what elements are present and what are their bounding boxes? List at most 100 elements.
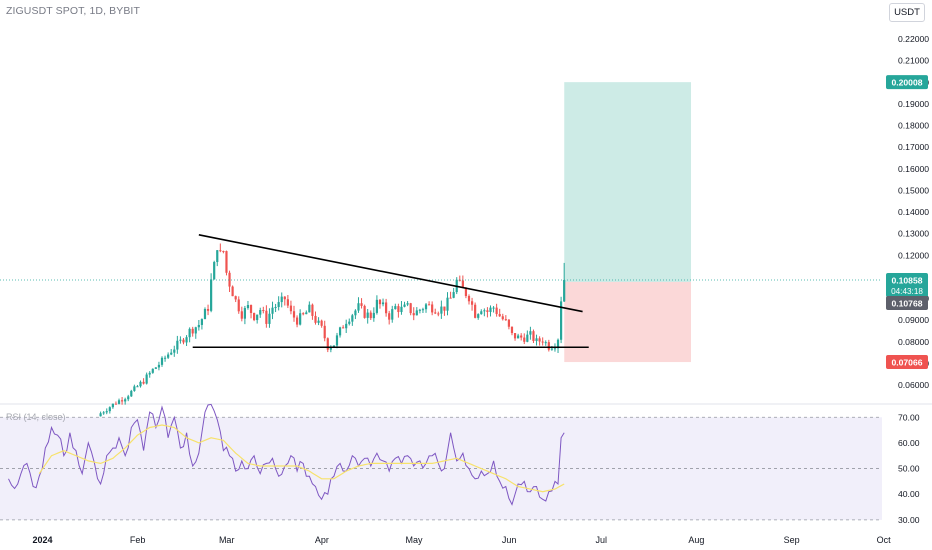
candle-body: [200, 319, 204, 325]
candle-body: [231, 286, 234, 297]
candle-body: [513, 333, 517, 339]
candle-body: [182, 339, 185, 343]
candle-body: [243, 308, 246, 319]
candle-body: [504, 319, 507, 321]
stop-price-tag: 0.07066: [891, 358, 922, 368]
candle-body: [111, 403, 114, 408]
currency-button[interactable]: USDT: [889, 3, 925, 22]
candle-body: [124, 399, 127, 402]
rsi-tick-label: 40.00: [898, 489, 920, 499]
candle-body: [535, 338, 538, 341]
candle-body: [157, 364, 161, 368]
candle-body: [446, 297, 449, 311]
target-price-tag: 0.20008: [891, 78, 922, 88]
candle-body: [544, 342, 547, 344]
candle-body: [385, 302, 388, 314]
candle-body: [480, 311, 483, 315]
candle-body: [170, 352, 173, 355]
candle-body: [483, 310, 486, 312]
time-tick-label: May: [405, 535, 423, 545]
candle-body: [102, 412, 105, 414]
candlestick-series: [0, 243, 882, 417]
price-tick-label: 0.14000: [898, 207, 929, 217]
candle-body: [173, 349, 176, 353]
candle-body: [474, 304, 477, 318]
last-price-tag: 0.10858: [891, 276, 922, 286]
candle-body: [467, 296, 471, 302]
candle-body: [449, 297, 452, 299]
candle-body: [372, 312, 375, 319]
candle-body: [381, 302, 385, 305]
candle-body: [541, 341, 544, 343]
candle-body: [308, 304, 311, 313]
candle-body: [434, 312, 437, 314]
candle-body: [151, 368, 154, 373]
candle-body: [400, 306, 403, 313]
time-axis: 2024 Feb Mar Apr May Jun Jul Aug Sep Oct: [32, 535, 891, 545]
candle-body: [253, 312, 256, 321]
candle-body: [136, 386, 139, 388]
candle-body: [133, 386, 136, 391]
candle-body: [302, 313, 305, 315]
candle-body: [452, 292, 455, 298]
candle-body: [351, 315, 354, 322]
symbol-title: ZIGUSDT SPOT, 1D, BYBIT: [6, 5, 140, 17]
candle-body: [520, 335, 523, 338]
candle-body: [163, 357, 167, 359]
candle-body: [216, 250, 219, 263]
candle-body: [553, 348, 557, 350]
candle-body: [394, 306, 397, 310]
candle-body: [219, 250, 222, 252]
price-tick-label: 0.17000: [898, 142, 929, 152]
candle-body: [271, 307, 274, 314]
candle-body: [477, 314, 480, 318]
last-price-tag-bg: [886, 273, 928, 298]
candle-body: [388, 313, 391, 320]
candle-body: [437, 313, 440, 315]
candle-body: [256, 314, 259, 321]
entry-price-tag: 0.10768: [891, 298, 922, 308]
candle-body: [237, 299, 240, 312]
candle-body: [532, 331, 535, 341]
candle-body: [470, 301, 474, 305]
price-tick-label: 0.15000: [898, 185, 929, 195]
position-zones: [564, 82, 692, 363]
candle-body: [523, 337, 526, 342]
candle-body: [246, 304, 250, 309]
candle-body: [556, 339, 560, 349]
rsi-ma-line: [38, 424, 565, 493]
time-tick-label: Jul: [595, 535, 607, 545]
candle-body: [517, 335, 520, 339]
candle-body: [105, 411, 108, 413]
candle-body: [560, 301, 563, 340]
candle-body: [127, 396, 130, 400]
drawn-lines: [192, 234, 589, 349]
candle-body: [406, 303, 409, 305]
time-tick-label: Oct: [877, 535, 892, 545]
target-zone: [564, 82, 692, 282]
candle-body: [145, 374, 148, 384]
candle-body: [354, 310, 357, 316]
candle-body: [188, 328, 191, 338]
candle-body: [369, 312, 372, 319]
candle-body: [283, 296, 286, 300]
rsi-series: [8, 403, 565, 506]
price-tick-label: 0.12000: [898, 250, 929, 260]
candle-body: [191, 328, 194, 334]
price-tick-label: 0.06000: [898, 380, 929, 390]
candle-body: [498, 314, 501, 317]
candle-body: [206, 309, 210, 311]
candle-body: [299, 313, 302, 325]
time-tick-label: Feb: [130, 535, 146, 545]
candle-body: [391, 309, 394, 320]
rsi-tick-label: 50.00: [898, 464, 920, 474]
candle-body: [130, 390, 133, 397]
candle-body: [443, 306, 446, 311]
price-tick-label: 0.21000: [898, 56, 929, 66]
candle-body: [421, 309, 425, 311]
candle-body: [289, 305, 293, 312]
candle-body: [563, 280, 566, 302]
candle-body: [424, 304, 428, 310]
